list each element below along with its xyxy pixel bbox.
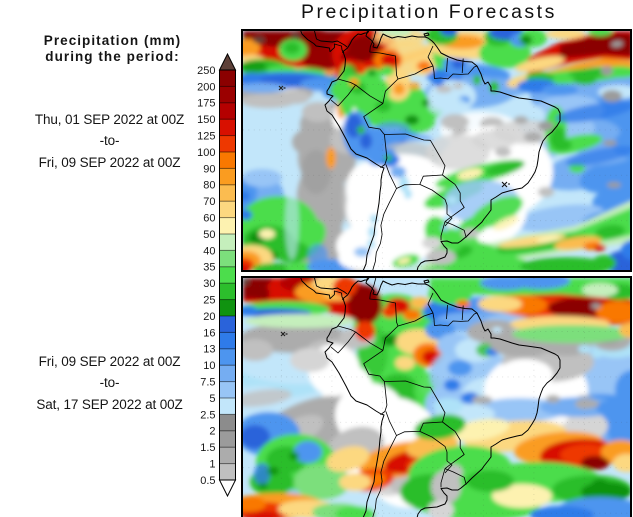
svg-text:13: 13 — [203, 344, 215, 356]
svg-text:1: 1 — [209, 459, 215, 471]
svg-text:250: 250 — [197, 65, 215, 77]
svg-text:5: 5 — [209, 393, 215, 405]
svg-text:80: 80 — [203, 180, 215, 192]
svg-text:60: 60 — [203, 213, 215, 225]
svg-text:50: 50 — [203, 229, 215, 241]
svg-text:150: 150 — [197, 114, 215, 126]
svg-text:0.5: 0.5 — [200, 475, 215, 487]
svg-text:7.5: 7.5 — [200, 377, 215, 389]
svg-text:10: 10 — [203, 360, 215, 372]
svg-text:35: 35 — [203, 262, 215, 274]
svg-text:2: 2 — [209, 426, 215, 438]
svg-text:25: 25 — [203, 295, 215, 307]
svg-text:40: 40 — [203, 245, 215, 257]
svg-text:175: 175 — [197, 98, 215, 110]
svg-text:70: 70 — [203, 196, 215, 208]
svg-text:30: 30 — [203, 278, 215, 290]
svg-text:2.5: 2.5 — [200, 409, 215, 421]
svg-text:90: 90 — [203, 163, 215, 175]
svg-text:20: 20 — [203, 311, 215, 323]
svg-text:1.5: 1.5 — [200, 442, 215, 454]
svg-text:125: 125 — [197, 131, 215, 143]
svg-text:100: 100 — [197, 147, 215, 159]
svg-text:16: 16 — [203, 327, 215, 339]
svg-text:200: 200 — [197, 81, 215, 93]
